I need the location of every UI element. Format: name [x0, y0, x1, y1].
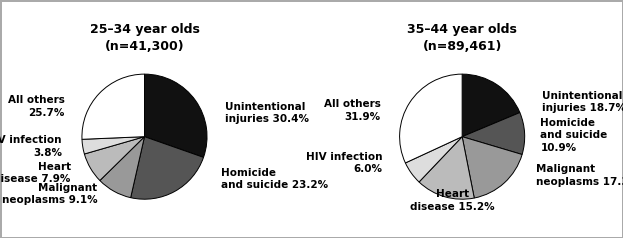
- Wedge shape: [462, 137, 522, 198]
- Text: All others
31.9%: All others 31.9%: [324, 99, 381, 122]
- Text: Unintentional
injuries 30.4%: Unintentional injuries 30.4%: [224, 102, 308, 124]
- Text: Homicide
and suicide
10.9%: Homicide and suicide 10.9%: [540, 118, 607, 153]
- Wedge shape: [462, 74, 520, 137]
- Wedge shape: [100, 137, 145, 198]
- Wedge shape: [419, 137, 474, 199]
- Wedge shape: [145, 74, 207, 157]
- Text: Heart
disease 7.9%: Heart disease 7.9%: [0, 162, 70, 184]
- Title: 35–44 year olds
(n=89,461): 35–44 year olds (n=89,461): [407, 23, 517, 53]
- Wedge shape: [82, 74, 145, 139]
- Wedge shape: [131, 137, 204, 199]
- Text: HIV infection
3.8%: HIV infection 3.8%: [0, 135, 62, 158]
- Wedge shape: [406, 137, 462, 182]
- Wedge shape: [462, 113, 525, 154]
- Text: All others
25.7%: All others 25.7%: [7, 95, 64, 118]
- Wedge shape: [399, 74, 462, 163]
- Text: Heart
disease 15.2%: Heart disease 15.2%: [411, 189, 495, 212]
- Title: 25–34 year olds
(n=41,300): 25–34 year olds (n=41,300): [90, 23, 199, 53]
- Text: Homicide
and suicide 23.2%: Homicide and suicide 23.2%: [221, 168, 328, 190]
- Text: Malignant
neoplasms 17.3%: Malignant neoplasms 17.3%: [536, 164, 623, 187]
- Text: Malignant
neoplasms 9.1%: Malignant neoplasms 9.1%: [2, 183, 98, 205]
- Wedge shape: [82, 137, 145, 154]
- Text: HIV infection
6.0%: HIV infection 6.0%: [306, 152, 382, 174]
- Text: Unintentional
injuries 18.7%: Unintentional injuries 18.7%: [542, 91, 623, 114]
- Wedge shape: [84, 137, 145, 180]
